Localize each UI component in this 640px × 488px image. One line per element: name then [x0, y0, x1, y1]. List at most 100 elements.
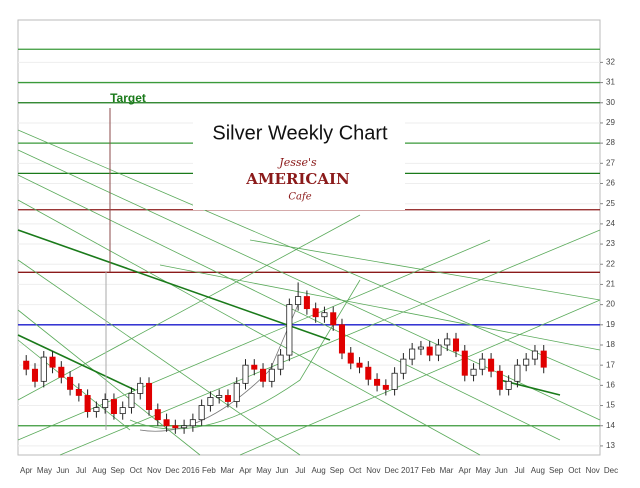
- candle-body: [338, 324, 346, 354]
- candle-body: [277, 354, 284, 370]
- candle-body: [49, 356, 56, 368]
- x-tick-label: Jun: [56, 466, 69, 475]
- candle-body: [102, 399, 109, 408]
- candle-body: [479, 358, 486, 370]
- candle-body: [391, 372, 398, 390]
- target-label: Target: [110, 91, 146, 105]
- candle-body: [40, 356, 47, 382]
- y-tick-label: 26: [606, 179, 615, 188]
- x-tick-label: Jul: [76, 466, 86, 475]
- plot-frame: [17, 19, 601, 456]
- y-tick-label: 14: [606, 421, 615, 430]
- trendline: [129, 279, 361, 430]
- candle-body: [330, 312, 337, 326]
- y-tick-label: 17: [606, 360, 615, 369]
- candle-body: [496, 370, 503, 390]
- y-tick-label: 18: [606, 340, 615, 349]
- x-tick-label: 2016: [182, 466, 200, 475]
- trendline: [249, 239, 601, 301]
- trendline: [17, 149, 601, 421]
- candle-body: [233, 382, 240, 402]
- y-tick-label: 32: [606, 57, 615, 66]
- trendline: [239, 299, 601, 456]
- x-tick-label: May: [475, 466, 490, 475]
- candle-body: [251, 364, 258, 370]
- candle-body: [444, 338, 451, 346]
- logo-line: Cafe: [288, 192, 311, 203]
- candle-body: [110, 399, 117, 415]
- axes: 13 14 15 16 17 18 19 20 21 22 23 24 25 26 27 28 29 30 31 32…: [20, 57, 618, 475]
- x-tick-label: Sep: [110, 466, 125, 475]
- logo-line: Jesse's: [277, 156, 317, 169]
- x-tick-label: Jun: [276, 466, 289, 475]
- candle-body: [137, 382, 144, 394]
- x-tick-label: Jul: [514, 466, 524, 475]
- x-tick-label: 2017: [401, 466, 419, 475]
- x-tick-label: Mar: [440, 466, 454, 475]
- x-tick-label: May: [37, 466, 52, 475]
- logo-box: [193, 115, 405, 210]
- y-tick-label: 23: [606, 239, 615, 248]
- x-tick-label: Apr: [459, 466, 472, 475]
- candle-body: [347, 352, 354, 364]
- x-tick-label: Oct: [130, 466, 143, 475]
- trendline: [17, 214, 361, 401]
- x-tick-label: Mar: [220, 466, 234, 475]
- x-tick-label: Feb: [421, 466, 435, 475]
- x-tick-label: Sep: [549, 466, 564, 475]
- candle-body: [58, 366, 65, 378]
- y-tick-label: 21: [606, 280, 615, 289]
- x-tick-label: Oct: [349, 466, 362, 475]
- y-tick-label: 24: [606, 219, 615, 228]
- candle-body: [400, 358, 407, 374]
- logo-line: AMERICAIN: [245, 170, 350, 188]
- candle-body: [268, 368, 275, 382]
- candle-body: [189, 419, 196, 427]
- x-tick-label: Apr: [20, 466, 33, 475]
- x-tick-label: Dec: [385, 466, 399, 475]
- candle-body: [374, 378, 381, 386]
- candle-body: [426, 346, 433, 356]
- candle-body: [505, 380, 512, 390]
- candle-body: [365, 366, 372, 380]
- candle-body: [409, 348, 416, 360]
- candle-body: [207, 397, 214, 406]
- y-tick-label: 30: [606, 98, 615, 107]
- x-tick-label: Apr: [239, 466, 252, 475]
- y-tick-label: 19: [606, 320, 615, 329]
- trendline: [17, 129, 601, 381]
- x-tick-label: Aug: [92, 466, 106, 475]
- y-tick-label: 15: [606, 401, 615, 410]
- candle-body: [356, 362, 363, 368]
- x-tick-label: Jul: [295, 466, 305, 475]
- y-tick-label: 31: [606, 78, 615, 87]
- candle-body: [172, 425, 179, 429]
- trendline: [17, 339, 131, 431]
- x-tick-label: Nov: [366, 466, 380, 475]
- candle-body: [67, 376, 74, 390]
- candle-body: [23, 360, 30, 370]
- candle-body: [531, 350, 538, 360]
- trendline: [17, 199, 481, 456]
- x-tick-label: Feb: [202, 466, 216, 475]
- x-tick-label: Jun: [495, 466, 508, 475]
- candle-body: [181, 425, 188, 429]
- x-tick-label: Sep: [330, 466, 345, 475]
- trendline: [59, 229, 601, 456]
- candle-body: [286, 304, 293, 356]
- trendline: [17, 309, 201, 456]
- candle-body: [216, 395, 223, 398]
- candle-body: [198, 405, 205, 421]
- candle-body: [242, 364, 249, 384]
- candle-body: [154, 409, 161, 421]
- trendline: [17, 334, 136, 391]
- candle-body: [514, 364, 521, 382]
- x-tick-label: Dec: [165, 466, 179, 475]
- x-tick-label: Oct: [568, 466, 581, 475]
- y-tick-label: 16: [606, 380, 615, 389]
- candle-body: [417, 346, 424, 350]
- y-tick-label: 25: [606, 199, 615, 208]
- candle-body: [75, 388, 82, 396]
- candle-body: [382, 384, 389, 390]
